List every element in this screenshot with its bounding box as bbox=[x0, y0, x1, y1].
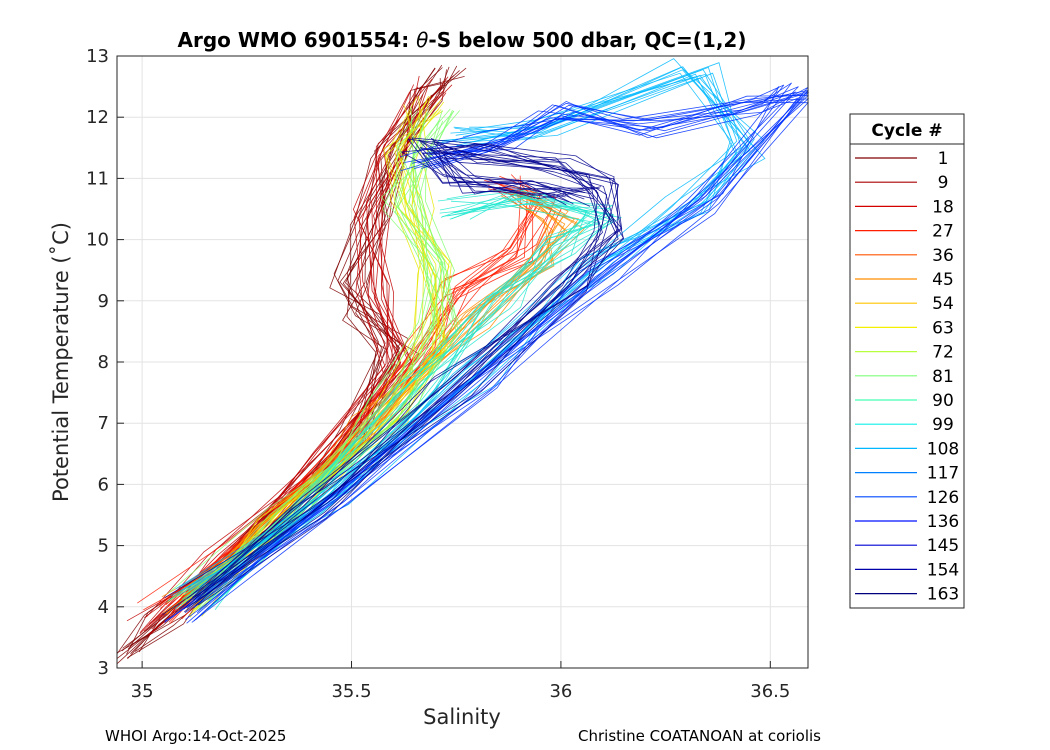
title-theta: θ bbox=[416, 28, 428, 52]
y-tick-label: 6 bbox=[98, 474, 109, 495]
legend-label: 108 bbox=[927, 439, 959, 459]
series-line bbox=[188, 145, 619, 607]
series-line bbox=[174, 192, 623, 610]
legend-entry: 36 bbox=[855, 246, 954, 266]
legend-label: 145 bbox=[927, 536, 959, 556]
legend-entry: 72 bbox=[855, 343, 954, 363]
y-tick-label: 7 bbox=[98, 413, 109, 434]
legend-entry: 136 bbox=[855, 512, 959, 532]
legend-entry: 163 bbox=[855, 585, 959, 605]
title-prefix: Argo WMO 6901554: bbox=[178, 28, 417, 52]
y-axis-label: Potential Temperature (˚C) bbox=[49, 222, 73, 502]
legend-entry: 45 bbox=[855, 270, 954, 290]
legend-label: 136 bbox=[927, 512, 959, 532]
legend-label: 27 bbox=[932, 222, 954, 242]
series-line bbox=[171, 195, 553, 599]
y-tick-label: 9 bbox=[98, 291, 109, 312]
y-tick-label: 8 bbox=[98, 352, 109, 373]
legend-entry: 63 bbox=[855, 318, 954, 338]
series-line bbox=[214, 187, 587, 611]
legend-entry: 117 bbox=[855, 464, 959, 484]
legend-label: 154 bbox=[927, 560, 959, 580]
series-line bbox=[175, 137, 620, 613]
legend-label: 126 bbox=[927, 488, 959, 508]
y-tick-label: 3 bbox=[98, 658, 109, 679]
series-line bbox=[152, 92, 447, 621]
series-line bbox=[197, 149, 619, 606]
legend-label: 54 bbox=[932, 294, 954, 314]
legend-entry: 81 bbox=[855, 367, 954, 387]
legend-entries: 1 9 18 27 36 45 54 63 72 81 90 99 108 117 126 136 145 154… bbox=[855, 149, 959, 605]
series-line bbox=[178, 157, 619, 610]
series-line bbox=[182, 96, 452, 604]
legend-entry: 99 bbox=[855, 415, 954, 435]
legend-label: 1 bbox=[938, 149, 949, 169]
y-tick-label: 11 bbox=[86, 168, 109, 189]
legend-entry: 54 bbox=[855, 294, 954, 314]
legend-entry: 126 bbox=[855, 488, 959, 508]
legend-box bbox=[849, 113, 965, 609]
series-line bbox=[171, 82, 792, 618]
legend-label: 36 bbox=[932, 246, 954, 266]
legend-entry: 154 bbox=[855, 560, 959, 580]
series-line bbox=[164, 93, 424, 624]
legend-label: 45 bbox=[932, 270, 954, 290]
series-line bbox=[177, 203, 612, 597]
legend-label: 81 bbox=[932, 367, 954, 387]
footer-left: WHOI Argo:14-Oct-2025 bbox=[105, 727, 286, 745]
series-line bbox=[199, 110, 461, 595]
legend-label: 63 bbox=[932, 318, 954, 338]
legend-entry: 27 bbox=[855, 222, 954, 242]
legend: Cycle # 19182736455463728190991081171261… bbox=[849, 113, 965, 609]
chart-title: Argo WMO 6901554: θ-S below 500 dbar, QC… bbox=[178, 28, 747, 52]
x-axis-label: Salinity bbox=[423, 705, 501, 729]
series-line bbox=[206, 197, 614, 605]
series-line bbox=[193, 197, 575, 608]
y-tick-label: 10 bbox=[86, 230, 109, 251]
legend-entry: 145 bbox=[855, 536, 959, 556]
axis-ticks: 35 35.5 36 36.5 3 4 5 6 7 8 9 10 11 12 13 bbox=[86, 46, 790, 702]
x-tick-label: 35 bbox=[131, 681, 154, 702]
legend-label: 9 bbox=[938, 173, 949, 193]
legend-entry: 90 bbox=[855, 391, 954, 411]
series-line bbox=[186, 86, 799, 603]
legend-label: 90 bbox=[932, 391, 954, 411]
legend-entry: 1 bbox=[855, 149, 948, 169]
legend-title: Cycle # bbox=[871, 121, 942, 141]
y-tick-label: 4 bbox=[98, 597, 109, 618]
series-group bbox=[162, 137, 625, 615]
series-line bbox=[183, 152, 619, 610]
series-line bbox=[194, 137, 615, 597]
series-line bbox=[194, 108, 434, 605]
legend-entry: 18 bbox=[855, 197, 954, 217]
legend-entry: 108 bbox=[855, 439, 959, 459]
series-group bbox=[168, 187, 623, 611]
footer-right: Christine COATANOAN at coriolis bbox=[578, 727, 821, 745]
x-tick-label: 36 bbox=[549, 681, 572, 702]
x-tick-label: 35.5 bbox=[331, 681, 371, 702]
legend-label: 163 bbox=[927, 585, 959, 605]
legend-label: 117 bbox=[927, 464, 959, 484]
legend-label: 72 bbox=[932, 343, 954, 363]
series-line bbox=[191, 86, 780, 623]
legend-label: 18 bbox=[932, 197, 954, 217]
y-tick-label: 13 bbox=[86, 46, 109, 67]
series-line bbox=[194, 140, 624, 603]
legend-entry: 9 bbox=[855, 173, 948, 193]
x-tick-label: 36.5 bbox=[750, 681, 790, 702]
legend-label: 99 bbox=[932, 415, 954, 435]
title-suffix: -S below 500 dbar, QC=(1,2) bbox=[428, 28, 746, 52]
series-line bbox=[195, 97, 799, 620]
y-tick-label: 5 bbox=[98, 536, 109, 557]
y-tick-label: 12 bbox=[86, 107, 109, 128]
